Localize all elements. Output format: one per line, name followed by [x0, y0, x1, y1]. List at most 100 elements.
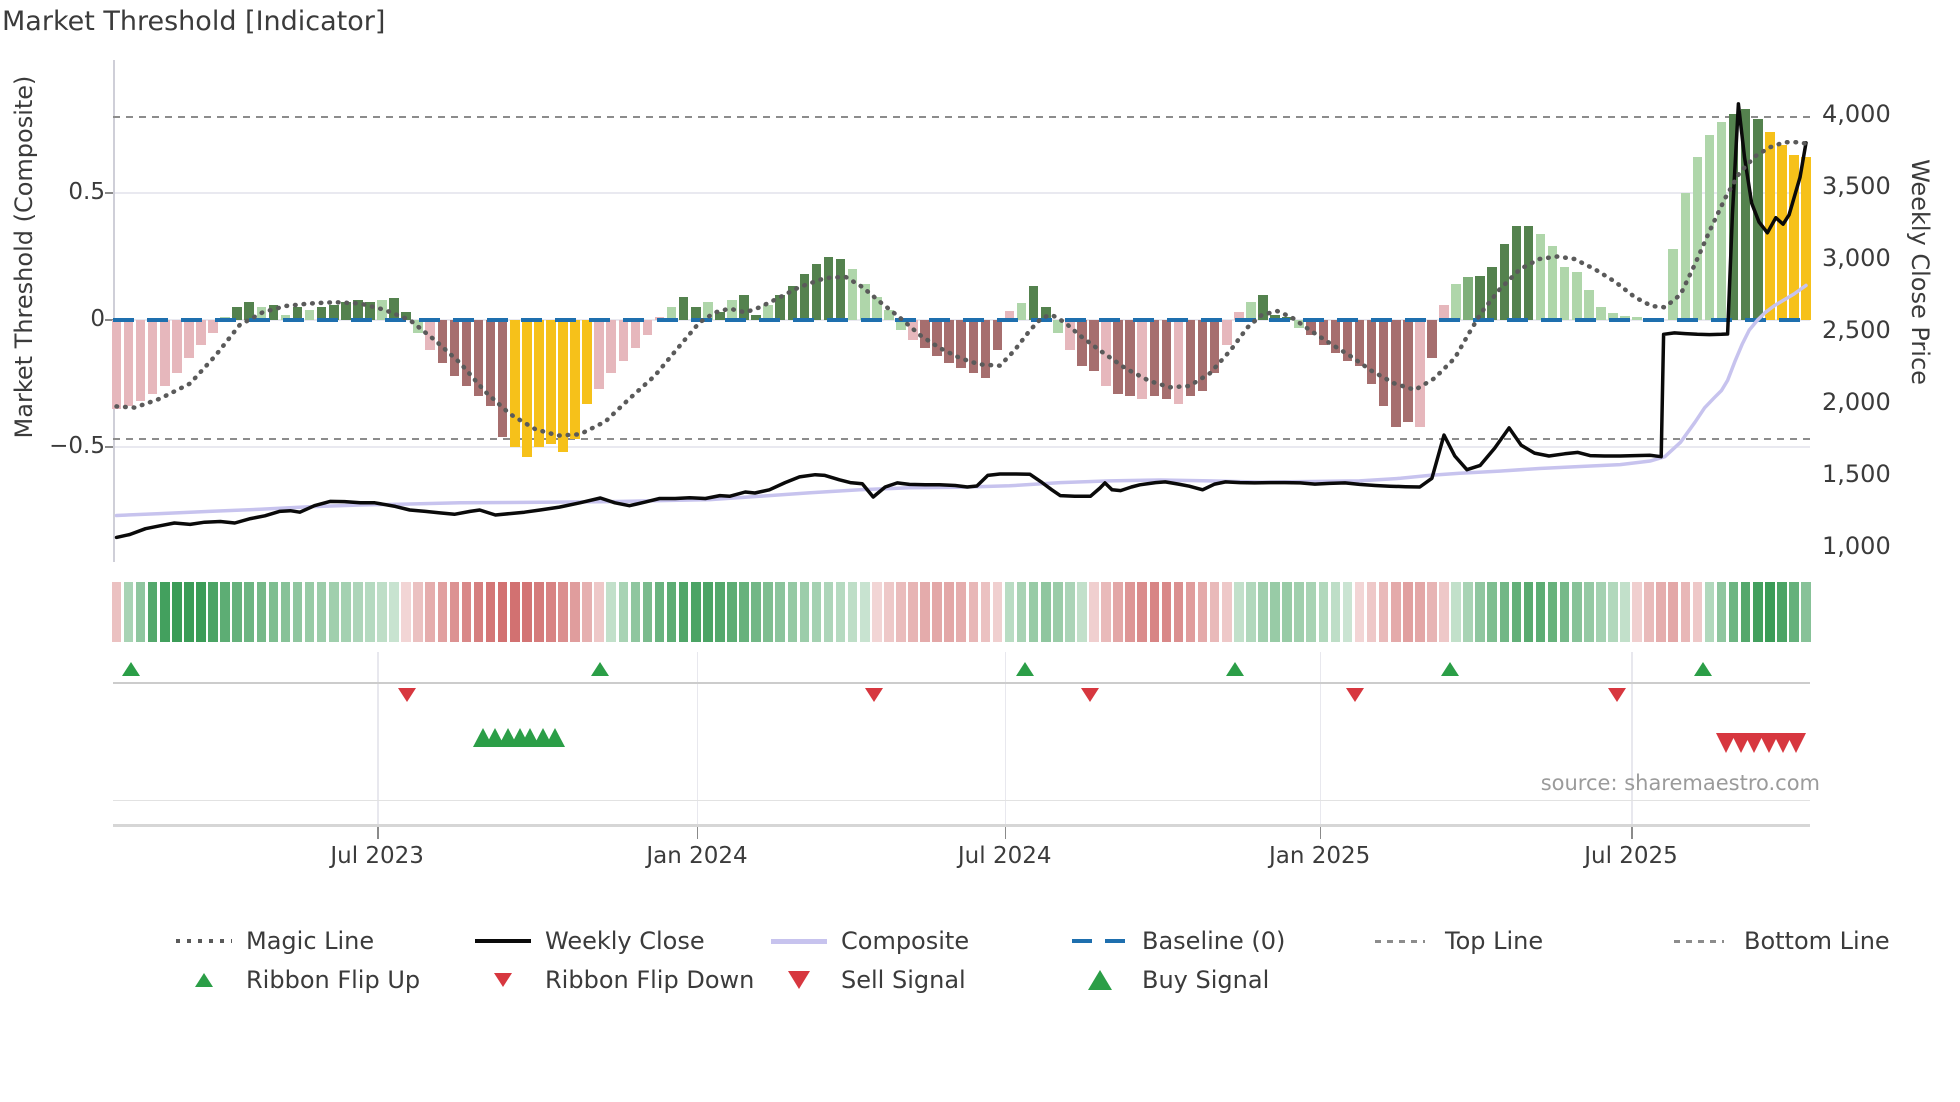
ribbon-cell	[727, 582, 737, 642]
ribbon-cell	[1342, 582, 1353, 642]
ribbon-cell	[811, 582, 822, 642]
ribbon-cell	[1801, 582, 1811, 642]
ribbon-cell	[582, 582, 592, 642]
ribbon-cell	[1451, 582, 1461, 642]
ribbon-cell	[1173, 582, 1184, 642]
ribbon-cell	[1378, 582, 1389, 642]
ribbon-cell	[1728, 582, 1739, 642]
x-tick-label: Jan 2025	[1269, 843, 1371, 869]
ribbon-flip-up-marker	[1694, 662, 1713, 676]
ribbon-cell	[1221, 582, 1232, 642]
ribbon-cell	[232, 582, 242, 642]
ribbon-flip-up-marker	[1441, 662, 1459, 676]
ribbon-cell	[1632, 582, 1642, 642]
ribbon-cell	[184, 582, 194, 642]
signal-panel-gridline	[1319, 652, 1322, 826]
ribbon-cell	[425, 582, 436, 642]
ribbon-cell	[715, 582, 725, 642]
ribbon-cell	[920, 582, 930, 642]
ribbon-cell	[328, 582, 339, 642]
source-credit: source: sharemaestro.com	[1540, 771, 1820, 795]
ribbon-cell	[1680, 582, 1691, 642]
ribbon-cell	[1656, 582, 1666, 642]
ribbon-cell	[1258, 582, 1268, 642]
ribbon-cell	[1716, 582, 1727, 642]
legend-item-label: Top Line	[1445, 927, 1544, 955]
ribbon-cell	[1415, 582, 1425, 642]
ribbon-cell	[401, 582, 411, 642]
ribbon-flip-up-marker	[1016, 662, 1035, 676]
ribbon-cell	[1583, 582, 1594, 642]
ribbon-flip-down-marker	[1345, 688, 1364, 702]
ribbon-cell	[1596, 582, 1606, 642]
ribbon-cell	[389, 582, 399, 642]
legend-item-label: Buy Signal	[1142, 966, 1270, 994]
ribbon-cell	[135, 582, 146, 642]
ribbon-cell	[280, 582, 291, 642]
ribbon-cell	[1523, 582, 1534, 642]
magic-line	[114, 139, 1812, 438]
legend-composite-swatch	[771, 939, 827, 944]
legend-item-label: Ribbon Flip Down	[545, 966, 755, 994]
ribbon-flip-down-marker	[1081, 688, 1100, 702]
ribbon-cell	[461, 582, 472, 642]
ribbon-cell	[353, 582, 363, 642]
ribbon-cell	[1692, 582, 1703, 642]
ribbon-cell	[256, 582, 267, 642]
ribbon-cell	[196, 582, 206, 642]
x-axis-tick	[696, 827, 699, 839]
ribbon-cell	[606, 582, 617, 642]
x-tick-label: Jul 2025	[1584, 843, 1678, 869]
ribbon-cell	[485, 582, 496, 642]
ribbon-cell	[1004, 582, 1015, 642]
composite-line	[114, 283, 1808, 518]
legend-flip-down-icon	[494, 973, 512, 987]
ribbon-cell	[1113, 582, 1123, 642]
ribbon-cell	[1197, 582, 1208, 642]
ribbon-cell	[799, 582, 810, 642]
ribbon-cell	[1149, 582, 1160, 642]
ribbon-cell	[1077, 582, 1087, 642]
signal-panel-bottom-line	[113, 800, 1810, 801]
ribbon-cell	[497, 582, 508, 642]
legend-flip-up-icon	[195, 973, 213, 987]
ribbon-cell	[1487, 582, 1498, 642]
ribbon-cell	[908, 582, 918, 642]
legend-weekly-close-swatch	[475, 939, 531, 943]
x-axis-tick	[1004, 827, 1007, 839]
ribbon-cell	[739, 582, 749, 642]
ribbon-cell	[172, 582, 182, 642]
legend-threshold-swatch	[1674, 940, 1724, 943]
ribbon-cell	[642, 582, 653, 642]
ribbon-cell	[1282, 582, 1292, 642]
ribbon-cell	[1354, 582, 1365, 642]
legend-baseline-swatch	[1072, 939, 1128, 943]
ribbon-cell	[763, 582, 773, 642]
ribbon-cell	[944, 582, 954, 642]
ribbon-cell	[678, 582, 689, 642]
ribbon-cell	[1028, 582, 1039, 642]
ribbon-cell	[847, 582, 858, 642]
ribbon-cell	[1040, 582, 1051, 642]
ribbon-cell	[1535, 582, 1546, 642]
signal-panel-gridline	[696, 652, 699, 826]
ribbon-cell	[666, 582, 677, 642]
ribbon-cell	[1789, 582, 1799, 642]
ribbon-cell	[220, 582, 230, 642]
signal-panel-gridline	[377, 652, 379, 826]
ribbon-cell	[956, 582, 967, 642]
legend-sell-icon	[788, 971, 810, 989]
ribbon-flip-down-marker	[1607, 688, 1626, 702]
ribbon-cell	[1390, 582, 1401, 642]
ribbon-cell	[1511, 582, 1522, 642]
ribbon-cell	[316, 582, 327, 642]
ribbon-cell	[558, 582, 568, 642]
x-axis-tick	[377, 827, 379, 839]
ribbon-cell	[690, 582, 701, 642]
ribbon-cell	[1270, 582, 1280, 642]
ribbon-cell	[1499, 582, 1510, 642]
ribbon-cell	[594, 582, 604, 642]
ribbon-cell	[522, 582, 532, 642]
